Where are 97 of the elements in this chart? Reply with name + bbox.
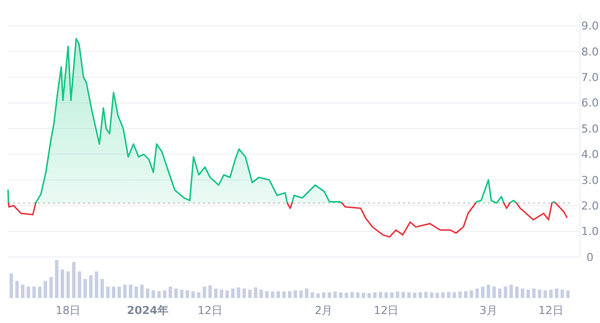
bar xyxy=(316,293,320,298)
bar xyxy=(407,292,411,298)
bar xyxy=(560,290,564,298)
y-tick-label: 3.0 xyxy=(581,174,599,187)
y-tick-label: 9.0 xyxy=(581,20,599,33)
bar xyxy=(549,290,553,298)
x-tick-label: 2024年 xyxy=(126,304,168,317)
bar xyxy=(492,286,496,298)
bar xyxy=(486,284,490,298)
bar xyxy=(72,262,76,298)
bar xyxy=(152,290,156,298)
bar xyxy=(208,285,212,298)
bar xyxy=(458,292,462,298)
bar xyxy=(55,260,58,298)
bar xyxy=(464,291,468,298)
bar xyxy=(310,292,314,298)
bar xyxy=(544,290,547,298)
bar xyxy=(254,287,258,298)
bar xyxy=(260,290,263,298)
bar xyxy=(333,292,337,298)
y-tick-label: 7.0 xyxy=(581,71,599,84)
bar xyxy=(402,292,405,298)
bar xyxy=(146,288,150,298)
y-tick-label: 8.0 xyxy=(581,45,599,58)
bar xyxy=(180,290,184,298)
bar xyxy=(509,284,513,298)
bar xyxy=(498,288,502,298)
bar xyxy=(481,286,484,298)
bar xyxy=(112,286,116,298)
bar xyxy=(344,292,348,298)
bar xyxy=(288,291,292,298)
bar xyxy=(66,271,70,298)
bar xyxy=(186,290,190,298)
bar xyxy=(470,290,474,298)
bar xyxy=(367,293,371,298)
bar xyxy=(168,286,172,298)
bar xyxy=(157,291,161,298)
bar xyxy=(436,292,440,298)
bar xyxy=(38,286,42,298)
bar xyxy=(418,292,422,298)
bar xyxy=(20,284,24,298)
x-tick-label: 12日 xyxy=(538,304,564,317)
bar xyxy=(106,286,110,298)
bar xyxy=(270,292,274,298)
y-tick-label: 0 xyxy=(586,250,594,264)
bar xyxy=(384,292,388,298)
bar xyxy=(475,288,479,298)
bar xyxy=(162,290,166,298)
bar xyxy=(430,292,434,298)
bar xyxy=(191,291,195,298)
bar xyxy=(248,290,252,298)
bar xyxy=(515,286,519,298)
y-tick-label: 5.0 xyxy=(581,122,599,136)
bar xyxy=(339,292,342,298)
x-tick-label: 12日 xyxy=(198,304,223,317)
x-tick-label: 12日 xyxy=(374,304,399,317)
bar xyxy=(532,288,536,298)
bar xyxy=(538,290,542,298)
bar xyxy=(89,275,93,298)
bar xyxy=(526,290,530,298)
bar xyxy=(118,286,121,298)
y-tick-label: 1.0 xyxy=(581,225,599,238)
bar xyxy=(452,292,456,298)
bar xyxy=(197,292,200,298)
bar xyxy=(134,286,138,298)
bar xyxy=(350,292,354,298)
x-tick-label: 2月 xyxy=(314,304,333,317)
bar xyxy=(276,291,280,298)
bar xyxy=(231,288,235,298)
y-tick-label: 6.0 xyxy=(581,96,599,110)
bar xyxy=(322,292,326,298)
bar xyxy=(554,288,558,298)
bar xyxy=(123,284,127,298)
bar xyxy=(202,286,206,298)
bar xyxy=(304,288,308,298)
bar xyxy=(328,292,332,298)
bar xyxy=(10,273,14,298)
bar xyxy=(396,292,400,298)
bar xyxy=(140,284,144,298)
bar xyxy=(60,270,64,298)
bar xyxy=(362,292,366,298)
bar xyxy=(26,286,30,298)
bar xyxy=(49,277,53,298)
x-tick-label: 18日 xyxy=(56,304,81,317)
x-tick-label: 3月 xyxy=(479,304,498,317)
bar xyxy=(390,292,394,298)
bar xyxy=(412,292,416,298)
bar xyxy=(83,279,87,298)
y-tick-label: 4.0 xyxy=(581,148,599,162)
bar xyxy=(294,290,298,298)
bar xyxy=(128,284,132,298)
bar xyxy=(225,290,229,298)
bar xyxy=(265,291,269,298)
y-tick-label: 2.0 xyxy=(581,199,599,212)
bar xyxy=(44,280,48,298)
bar xyxy=(242,288,246,298)
bar xyxy=(373,292,377,298)
